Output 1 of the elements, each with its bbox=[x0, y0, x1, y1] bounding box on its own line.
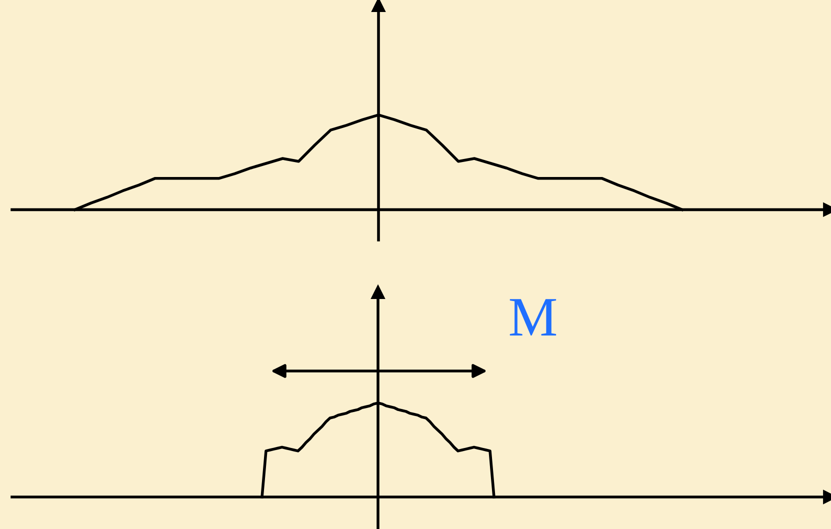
text: M bbox=[510, 299, 556, 336]
